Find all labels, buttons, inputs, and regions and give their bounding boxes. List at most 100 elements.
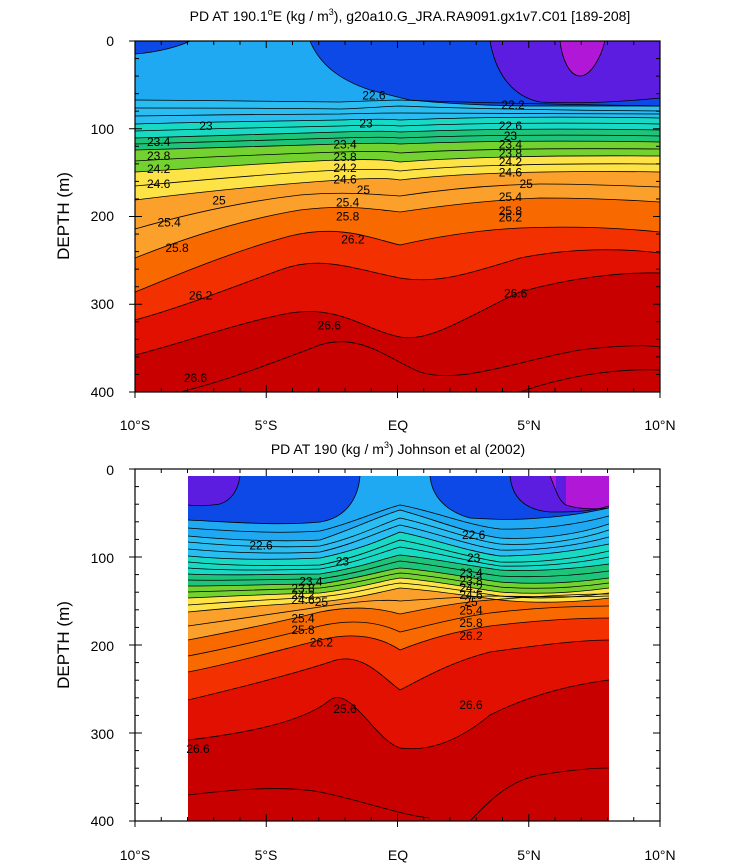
contour-label: 25.4 bbox=[291, 612, 315, 626]
contour-label: 24.2 bbox=[291, 588, 315, 602]
bottom-title: PD AT 190 (kg / m3) Johnson et al (2002) bbox=[271, 440, 525, 457]
contour-label: 25 bbox=[357, 183, 371, 197]
top-band-25-8 bbox=[135, 227, 660, 320]
contour-label: 24.6 bbox=[459, 588, 483, 602]
contour-label: 22.6 bbox=[362, 88, 386, 102]
contour-label: 22.6 bbox=[499, 119, 523, 133]
contour-label: 25.8 bbox=[336, 210, 360, 224]
top-ytick-100: 100 bbox=[91, 121, 115, 137]
contour-label: 25 bbox=[315, 595, 329, 609]
contour-label: 24.6 bbox=[499, 166, 523, 180]
top-xtick-5s: 5°S bbox=[255, 417, 278, 433]
contour-label: 22.6 bbox=[462, 528, 486, 542]
top-contour-fill bbox=[135, 41, 660, 392]
contour-label: 24.2 bbox=[147, 162, 171, 176]
top-band-26-6 bbox=[135, 272, 660, 392]
top-axis-ticks bbox=[129, 40, 661, 398]
contour-label: 25.4 bbox=[499, 190, 523, 204]
contour-label: 25.8 bbox=[499, 204, 523, 218]
contour-label: 23.8 bbox=[291, 582, 315, 596]
top-band-left-dark bbox=[135, 41, 190, 54]
contour-label: 23.4 bbox=[299, 575, 323, 589]
top-ylabel: DEPTH (m) bbox=[54, 172, 73, 260]
bottom-xtick-5n: 5°N bbox=[517, 847, 541, 863]
bottom-contour-fill bbox=[188, 476, 609, 821]
contour-label: 26.6 bbox=[459, 698, 483, 712]
contour-label: 25 bbox=[519, 177, 533, 191]
contour-label: 26.2 bbox=[189, 288, 213, 302]
contour-label: 26.2 bbox=[341, 232, 365, 246]
bottom-band-25-4 bbox=[188, 594, 609, 672]
bottom-band-23-8 bbox=[188, 555, 609, 586]
contour-label: 22.2 bbox=[501, 98, 525, 112]
bottom-band-26-2 bbox=[188, 640, 609, 749]
top-contour-lines bbox=[135, 41, 660, 392]
contour-label: 23.8 bbox=[333, 150, 357, 164]
contour-label: 23.8 bbox=[147, 149, 171, 163]
bottom-contour-lines bbox=[188, 476, 609, 821]
bottom-band-21-4-inner bbox=[556, 476, 566, 505]
bottom-panel: PD AT 190 (kg / m3) Johnson et al (2002) bbox=[54, 440, 676, 863]
contour-label: 24.6 bbox=[147, 177, 171, 191]
contour-label: 26.6 bbox=[318, 318, 342, 332]
top-title: PD AT 190.1oE (kg / m3), g20a10.G_JRA.RA… bbox=[190, 7, 631, 24]
contour-label: 26.2 bbox=[459, 629, 483, 643]
contour-label: 24.6 bbox=[333, 173, 357, 187]
top-band-26-2 bbox=[135, 249, 660, 355]
contour-label: 25.8 bbox=[459, 616, 483, 630]
contour-label: 23.4 bbox=[499, 138, 523, 152]
contour-label: 25 bbox=[212, 194, 226, 208]
contour-label: 25.4 bbox=[336, 195, 360, 209]
contour-label: 26.2 bbox=[499, 210, 523, 224]
top-ytick-200: 200 bbox=[91, 208, 115, 224]
bottom-band-25-8 bbox=[188, 618, 609, 700]
contour-label: 24.2 bbox=[459, 581, 483, 595]
contour-label: 23 bbox=[467, 551, 481, 565]
bottom-band-22-6 bbox=[188, 476, 609, 541]
bottom-xtick-5s: 5°S bbox=[255, 847, 278, 863]
contour-label: 25.8 bbox=[291, 623, 315, 637]
contour-label: 25.4 bbox=[157, 216, 181, 230]
contour-label: 26.6 bbox=[186, 742, 210, 756]
contour-label: 23 bbox=[504, 129, 518, 143]
bottom-band-21-8-left bbox=[188, 476, 240, 506]
contour-label: 25.4 bbox=[459, 604, 483, 618]
top-band-25-0 bbox=[135, 171, 660, 258]
top-ytick-0: 0 bbox=[106, 33, 114, 49]
contour-label: 23 bbox=[359, 116, 373, 130]
contour-label: 23.8 bbox=[499, 146, 523, 160]
top-band-22-6 bbox=[135, 41, 660, 106]
top-panel: PD AT 190.1oE (kg / m3), g20a10.G_JRA.RA… bbox=[54, 7, 676, 433]
top-band-23-4 bbox=[135, 117, 660, 138]
contour-label: 23 bbox=[199, 119, 213, 133]
contour-label: 26.2 bbox=[310, 635, 334, 649]
top-xtick-eq: EQ bbox=[388, 417, 408, 433]
contour-label: 22.6 bbox=[249, 539, 273, 553]
contour-label: 25.6 bbox=[333, 702, 357, 716]
contour-label: 25 bbox=[464, 595, 478, 609]
top-xtick-5n: 5°N bbox=[517, 417, 541, 433]
top-band-21-4 bbox=[560, 41, 605, 76]
contour-label: 23.4 bbox=[147, 135, 171, 149]
bottom-band-23-4 bbox=[188, 532, 609, 575]
contour-label: 26.6 bbox=[184, 371, 208, 385]
top-xtick-10s: 10°S bbox=[120, 417, 151, 433]
bottom-ytick-0: 0 bbox=[106, 462, 114, 478]
top-xtick-10n: 10°N bbox=[644, 417, 675, 433]
contour-label: 24.2 bbox=[499, 155, 523, 169]
bottom-xtick-10n: 10°N bbox=[644, 847, 675, 863]
contour-label: 23.4 bbox=[333, 138, 357, 152]
bottom-xtick-10s: 10°S bbox=[120, 847, 151, 863]
bottom-ytick-300: 300 bbox=[91, 726, 115, 742]
bottom-band-26-6 bbox=[188, 680, 609, 821]
contour-label: 24.2 bbox=[333, 161, 357, 175]
bottom-band-24-2 bbox=[188, 568, 609, 598]
contour-label: 24.6 bbox=[291, 593, 315, 607]
contour-label: 23 bbox=[336, 554, 350, 568]
top-band-24-6 bbox=[135, 155, 660, 200]
contour-label: 23.8 bbox=[459, 574, 483, 588]
top-ytick-400: 400 bbox=[91, 384, 115, 400]
bottom-band-22-2 bbox=[188, 476, 609, 524]
